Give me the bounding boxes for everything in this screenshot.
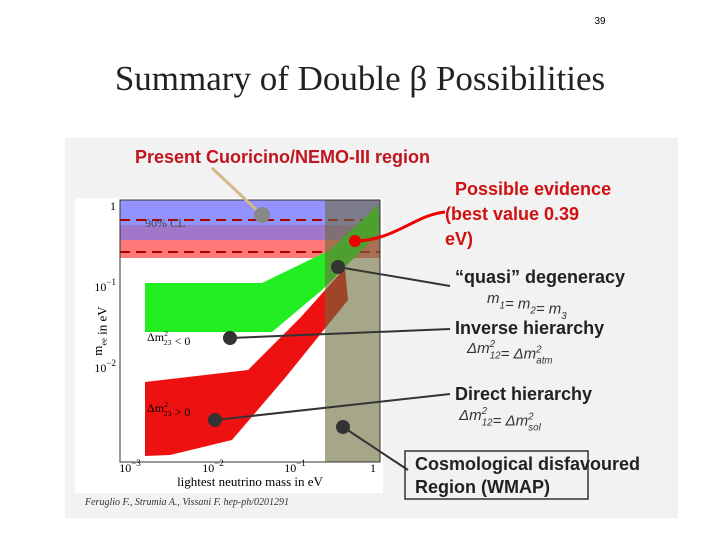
base: Δm [466, 340, 490, 357]
tick-exp: −1 [296, 458, 306, 468]
sup: 2 [527, 411, 534, 422]
marker [349, 235, 361, 247]
region-label: Δm2 23 < 0 [147, 329, 190, 348]
tick-base: 10 [94, 280, 106, 294]
y-tick-label: 1 [110, 199, 116, 213]
formula: m1= m2= m3 [487, 290, 567, 322]
sub: 3 [561, 311, 567, 322]
region-label: Δm2 23 > 0 [147, 400, 190, 419]
formula: Δm2 12= Δm2 atm [466, 339, 553, 367]
sub: ee [99, 338, 109, 346]
annotation: eV) [445, 229, 473, 249]
sub: 1 [500, 300, 505, 311]
base: Δm [147, 401, 165, 415]
annotation: “quasi” degeneracy [455, 267, 625, 287]
x-tick-label: 10−1 [284, 458, 306, 475]
formula: Δm2 12= Δm2 sol [458, 406, 542, 434]
marker [254, 207, 270, 223]
base: Δm [458, 407, 482, 424]
tick-base: 1 [370, 461, 376, 475]
sup: 2 [535, 344, 542, 355]
rest: < 0 [172, 334, 191, 348]
tick-exp: −2 [214, 458, 224, 468]
x-axis-label: lightest neutrino mass in eV [177, 474, 323, 489]
annotation: Present Cuoricino/NEMO-III region [135, 147, 430, 167]
annotation: Cosmological disfavoured [415, 454, 640, 474]
tick-base: 10 [202, 461, 214, 475]
tick-exp: −3 [131, 458, 141, 468]
marker [223, 331, 237, 345]
base: m [90, 346, 105, 356]
marker [336, 420, 350, 434]
base: = m [536, 301, 561, 318]
base: m [487, 290, 500, 307]
tick-base: 1 [110, 199, 116, 213]
leader [229, 328, 451, 339]
leader [210, 166, 264, 217]
leader [342, 426, 409, 471]
tick-base: 10 [284, 461, 296, 475]
annotation: Possible evidence [455, 179, 611, 199]
slide-title: Summary of Double β Possibilities [115, 59, 605, 98]
rest: in eV [95, 306, 110, 338]
base: = Δm [493, 412, 529, 429]
markers [208, 166, 589, 500]
reference: Feruglio F., Strumia A., Vissani F. hep-… [84, 497, 289, 508]
sub: 23 [164, 338, 172, 347]
base: = m [505, 295, 530, 312]
sup: 2 [489, 339, 496, 350]
tick-base: 10 [94, 361, 106, 375]
tick-exp: −2 [106, 358, 116, 368]
annotation: Region (WMAP) [415, 477, 550, 497]
sub: atm [536, 356, 552, 367]
leader [214, 393, 451, 421]
sup: 2 [481, 406, 488, 417]
cosmo-box [404, 450, 589, 500]
tick-exp: −1 [106, 277, 116, 287]
annotation: (best value 0.39 [445, 204, 579, 224]
tick-base: 10 [119, 461, 131, 475]
sup: 2 [164, 329, 168, 338]
x-tick-label: 10−2 [202, 458, 224, 475]
leader [337, 266, 451, 287]
normal-region [145, 268, 348, 456]
sub: 12 [490, 350, 501, 361]
evidence-band [120, 240, 380, 258]
sub: 23 [164, 409, 172, 418]
y-axis-label: mee in eV [90, 306, 110, 356]
annotation: Inverse hierarchy [455, 318, 604, 338]
leader [355, 210, 446, 243]
base: Δm [147, 330, 165, 344]
sup: 2 [164, 400, 168, 409]
x-tick-label: 10−3 [119, 458, 141, 475]
sub: 12 [482, 417, 493, 428]
marker [208, 413, 222, 427]
marker [331, 260, 345, 274]
y-tick-label: 10−1 [94, 277, 116, 294]
base: = Δm [501, 345, 537, 362]
slide-number: 39 [594, 16, 606, 27]
sub: sol [528, 423, 541, 434]
inverted-region [145, 205, 380, 332]
plot-regions [119, 199, 381, 463]
figure-text: Present Cuoricino/NEMO-III region Possibl… [84, 147, 640, 508]
annotation: Direct hierarchy [455, 384, 592, 404]
cl-label: 90% CL [145, 216, 185, 230]
y-tick-label: 10−2 [94, 358, 116, 375]
rest: > 0 [172, 405, 191, 419]
cl-band [120, 225, 380, 240]
x-tick-label: 1 [370, 461, 376, 475]
sub: 2 [529, 306, 536, 317]
